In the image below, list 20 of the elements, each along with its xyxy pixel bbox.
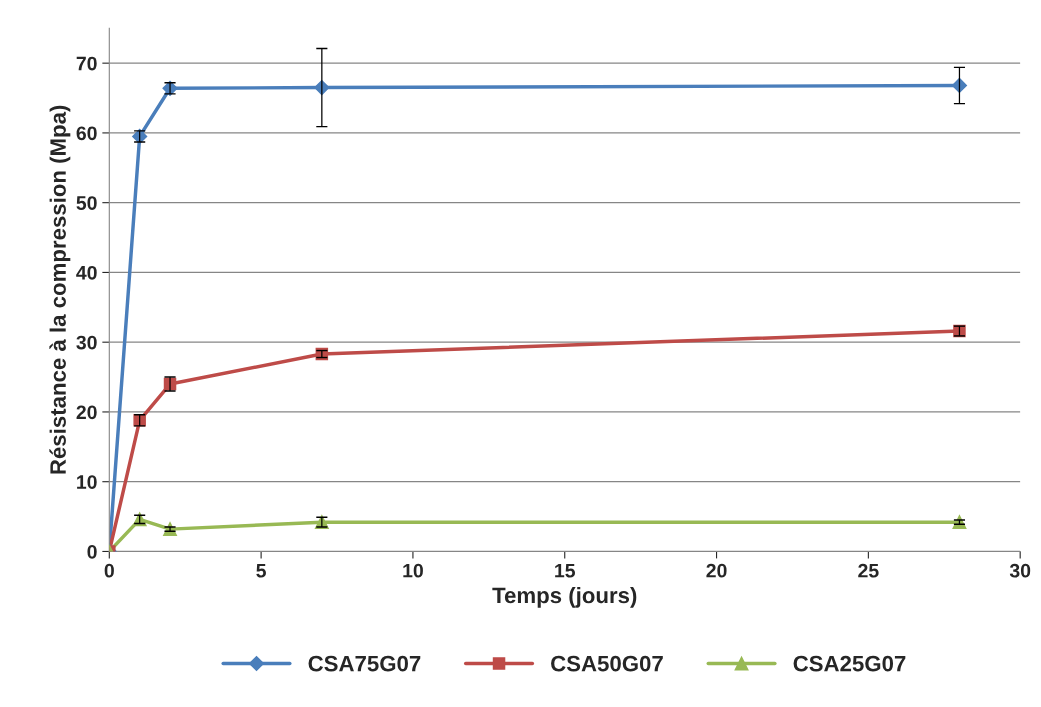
legend-label: CSA25G07 — [793, 655, 906, 672]
legend-label: CSA50G07 — [551, 655, 663, 672]
y-tick-label: 0 — [87, 544, 97, 559]
legend-label: CSA75G07 — [308, 655, 421, 672]
x-axis-title: Temps (jours) — [492, 586, 637, 608]
y-tick-label: 20 — [76, 405, 97, 420]
x-tick-label: 10 — [403, 563, 423, 578]
y-tick-label: 50 — [76, 196, 97, 210]
x-tick-label: 15 — [555, 563, 576, 578]
y-tick-label: 70 — [76, 56, 97, 71]
x-tick-label: 0 — [104, 563, 114, 578]
x-tick-label: 30 — [1009, 563, 1031, 578]
x-tick-label: 5 — [256, 563, 266, 578]
y-tick-label: 10 — [77, 475, 97, 489]
x-tick-label: 20 — [706, 563, 727, 578]
y-tick-label: 30 — [76, 335, 97, 350]
y-tick-label: 40 — [76, 265, 97, 280]
y-tick-label: 60 — [76, 126, 97, 141]
y-axis-title: Résistance à la compression (Mpa) — [49, 105, 71, 474]
x-tick-label: 25 — [858, 563, 879, 578]
